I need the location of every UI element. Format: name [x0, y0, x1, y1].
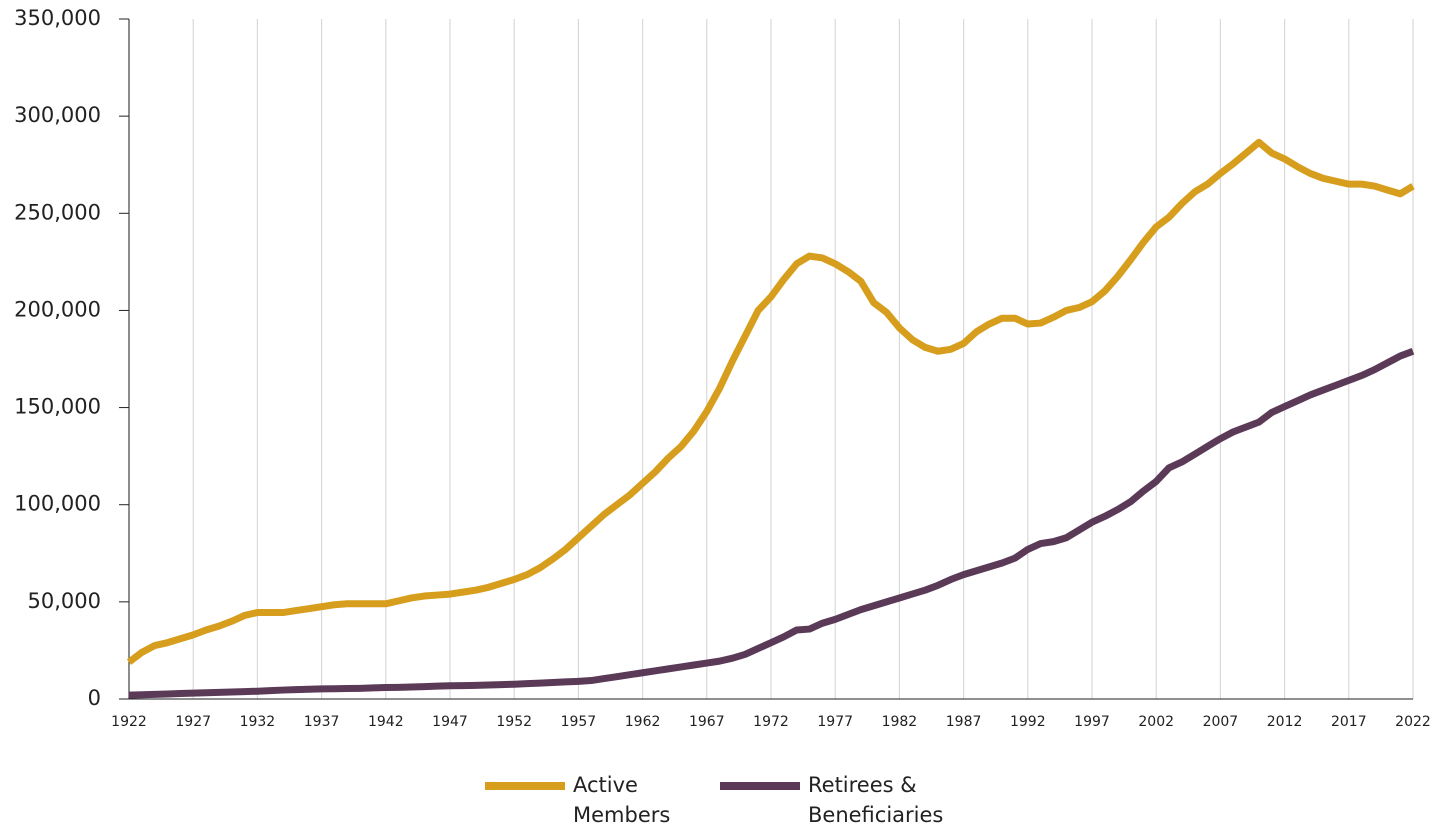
y-tick-label: 150,000: [14, 395, 101, 419]
x-tick-label: 1972: [753, 714, 789, 730]
x-tick-label: 1962: [625, 714, 661, 730]
x-tick-label: 1952: [496, 714, 532, 730]
y-tick-label: 0: [88, 686, 101, 710]
x-tick-label: 2002: [1138, 714, 1174, 730]
x-tick-label: 2017: [1331, 714, 1367, 730]
y-tick-label: 200,000: [14, 297, 101, 321]
x-tick-label: 1982: [882, 714, 918, 730]
y-tick-label: 300,000: [14, 103, 101, 127]
x-tick-label: 1942: [368, 714, 404, 730]
line-series: [126, 138, 1415, 665]
legend-item: Active Members: [485, 770, 683, 830]
x-tick-label: 2007: [1203, 714, 1239, 730]
x-tick-label: 1997: [1074, 714, 1110, 730]
x-tick-label: 1987: [946, 714, 982, 730]
x-tick-label: 2022: [1395, 714, 1431, 730]
x-tick-label: 2012: [1267, 714, 1303, 730]
legend-item: Retirees & Beneficiaries: [720, 770, 958, 830]
x-tick-label: 1992: [1010, 714, 1046, 730]
y-tick-label: 100,000: [14, 492, 101, 516]
chart: 1922 1927 1932 1937 1942 1947 1952 1957 1962 1967…: [14, 6, 1431, 730]
x-tick-label: 1957: [561, 714, 597, 730]
x-tick-label: 1937: [304, 714, 340, 730]
y-tick-label: 350,000: [14, 6, 101, 30]
legend-label: Active Members: [573, 773, 671, 827]
x-tick-label: 1927: [175, 714, 211, 730]
x-tick-label: 1967: [689, 714, 725, 730]
x-tick-label: 1932: [240, 714, 276, 730]
x-tick-label: 1977: [817, 714, 853, 730]
legend-label: Retirees & Beneficiaries: [808, 773, 944, 827]
x-tick-label: 1922: [111, 714, 147, 730]
x-tick-label: 1947: [432, 714, 468, 730]
line-series: [128, 347, 1415, 699]
legend-swatch: [485, 782, 565, 790]
y-tick-label: 250,000: [14, 200, 101, 224]
legend-swatch: [720, 782, 800, 790]
y-tick-label: 50,000: [28, 589, 101, 613]
